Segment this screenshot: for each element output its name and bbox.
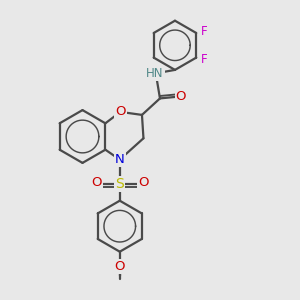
Text: O: O [115,260,125,273]
Text: F: F [201,52,207,66]
Text: N: N [115,153,124,166]
Text: O: O [91,176,102,189]
Text: HN: HN [146,67,164,80]
Text: O: O [138,176,148,189]
Text: S: S [116,177,124,191]
Text: F: F [201,25,207,38]
Text: O: O [176,90,186,104]
Text: O: O [115,105,126,119]
